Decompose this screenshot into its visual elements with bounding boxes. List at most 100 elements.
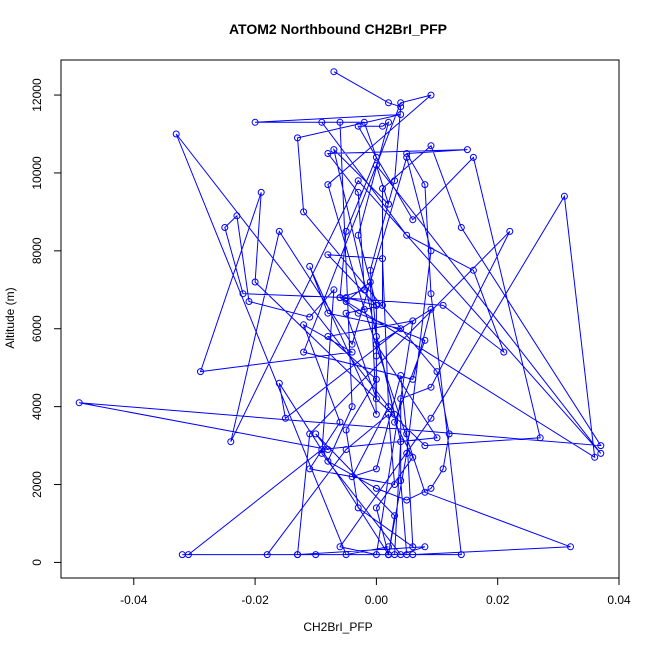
- data-point: [433, 368, 441, 376]
- data-point: [251, 278, 259, 286]
- data-point: [403, 153, 411, 161]
- data-point: [372, 504, 380, 512]
- data-point: [342, 227, 350, 235]
- data-point: [275, 227, 283, 235]
- y-axis-label: Altitude (m): [3, 287, 17, 348]
- data-point: [75, 399, 83, 407]
- data-point: [348, 348, 356, 356]
- data-point: [184, 551, 192, 559]
- x-axis-label: CH2BrI_PFP: [303, 620, 372, 634]
- data-point: [360, 286, 368, 294]
- data-point: [445, 430, 453, 438]
- data-point: [397, 477, 405, 485]
- data-point: [397, 438, 405, 446]
- chart-title: ATOM2 Northbound CH2BrI_PFP: [229, 21, 447, 37]
- data-point: [391, 512, 399, 520]
- data-point: [336, 543, 344, 551]
- data-point: [439, 301, 447, 309]
- data-point: [306, 262, 314, 270]
- data-point: [391, 177, 399, 185]
- data-point: [372, 161, 380, 169]
- data-point: [433, 434, 441, 442]
- data-point: [397, 99, 405, 107]
- data-point: [427, 383, 435, 391]
- data-point: [342, 298, 350, 305]
- data-point: [391, 410, 399, 418]
- series-points: [75, 68, 605, 559]
- data-point: [227, 438, 235, 446]
- data-point: [221, 224, 229, 231]
- data-point: [500, 348, 508, 356]
- data-point: [342, 426, 350, 434]
- data-point: [397, 325, 405, 333]
- data-point: [300, 208, 308, 216]
- data-point: [469, 266, 477, 274]
- data-point: [372, 301, 380, 309]
- data-point: [379, 255, 386, 263]
- data-point: [567, 543, 574, 551]
- y-axis: 0 2000 4000 6000 8000 10000 12000: [30, 78, 62, 566]
- data-point: [427, 247, 435, 255]
- data-point: [354, 309, 362, 317]
- y-tick-label: 2000: [30, 471, 44, 498]
- data-point: [391, 481, 399, 488]
- data-point: [348, 473, 356, 481]
- data-point: [372, 153, 380, 161]
- data-point: [300, 348, 308, 356]
- data-point: [403, 150, 411, 157]
- data-point: [372, 340, 380, 348]
- data-point: [348, 403, 356, 411]
- data-point: [409, 453, 417, 461]
- data-point: [536, 434, 544, 442]
- data-point: [197, 368, 204, 376]
- data-point: [354, 504, 362, 512]
- data-point: [372, 395, 380, 403]
- data-point: [324, 333, 332, 340]
- data-point: [257, 188, 265, 196]
- data-point: [372, 375, 380, 383]
- y-tick-label: 12000: [30, 78, 44, 112]
- data-point: [251, 118, 259, 126]
- data-point: [427, 290, 435, 298]
- plot-area-frame: [60, 59, 620, 579]
- data-point: [397, 372, 405, 379]
- data-point: [336, 418, 344, 426]
- data-point: [318, 118, 326, 126]
- series-line: [79, 71, 602, 556]
- data-point: [318, 449, 326, 457]
- data-point: [324, 251, 332, 259]
- data-point: [342, 309, 350, 317]
- data-point: [457, 551, 465, 559]
- data-point: [463, 146, 471, 154]
- y-tick-label: 8000: [30, 237, 44, 264]
- data-point: [409, 216, 417, 224]
- data-point: [421, 336, 429, 344]
- data-point: [324, 457, 332, 465]
- data-point: [312, 430, 320, 438]
- data-point: [421, 442, 429, 450]
- data-point: [330, 68, 338, 76]
- data-point: [281, 414, 289, 422]
- data-point: [421, 488, 429, 496]
- data-point: [379, 122, 386, 130]
- data-point: [372, 333, 380, 340]
- data-point: [427, 414, 435, 422]
- data-point: [457, 224, 465, 231]
- data-point: [372, 551, 380, 559]
- data-point: [366, 278, 374, 286]
- x-tick-label: 0.00: [365, 593, 389, 607]
- data-point: [385, 551, 392, 559]
- data-point: [403, 231, 411, 239]
- data-point: [360, 118, 368, 126]
- y-tick-label: 6000: [30, 315, 44, 342]
- data-point: [330, 286, 338, 294]
- data-point: [385, 543, 392, 551]
- data-point: [469, 153, 477, 161]
- data-point: [318, 446, 326, 453]
- data-point: [324, 181, 332, 189]
- data-point: [342, 446, 350, 453]
- data-point: [560, 192, 568, 200]
- x-tick-label: 0.02: [486, 593, 510, 607]
- data-point: [427, 484, 435, 492]
